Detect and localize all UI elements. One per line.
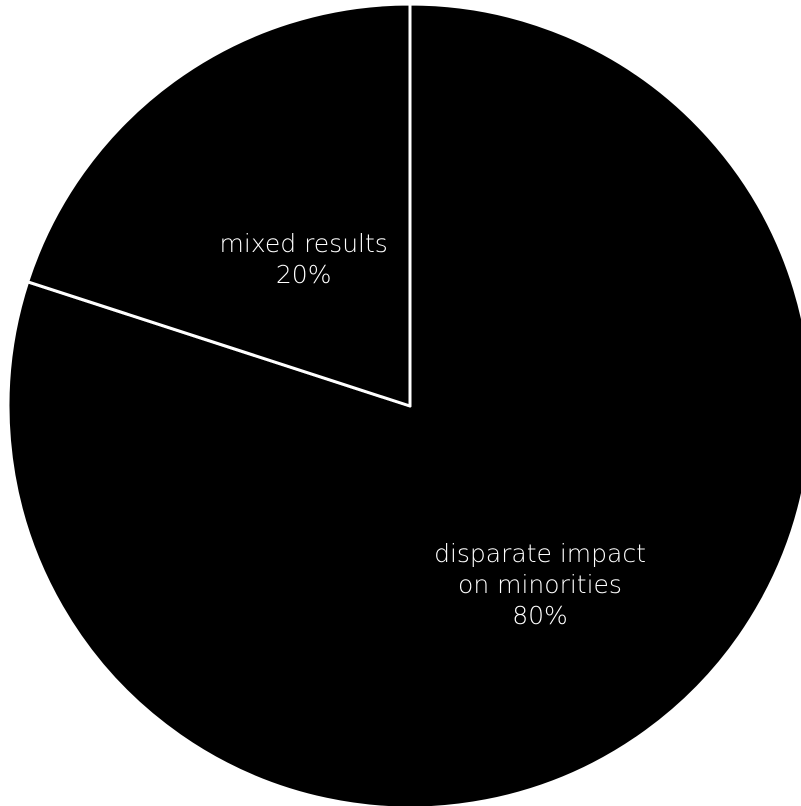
pie-label-value: 20% (276, 260, 332, 289)
pie-slices (6, 2, 801, 806)
pie-label-line: mixed results (220, 229, 388, 258)
pie-label-line: disparate impact (434, 539, 646, 568)
pie-label-value: 80% (512, 601, 568, 630)
pie-labels: disparate impact on minorities 80% mixed re… (220, 229, 646, 630)
pie-label-disparate-impact-on-minorities: disparate impact on minorities 80% (434, 539, 646, 630)
pie-label-line: on minorities (458, 570, 622, 599)
pie-slice-mixed-results (26, 2, 412, 408)
pie-label-mixed-results: mixed results 20% (220, 229, 388, 289)
